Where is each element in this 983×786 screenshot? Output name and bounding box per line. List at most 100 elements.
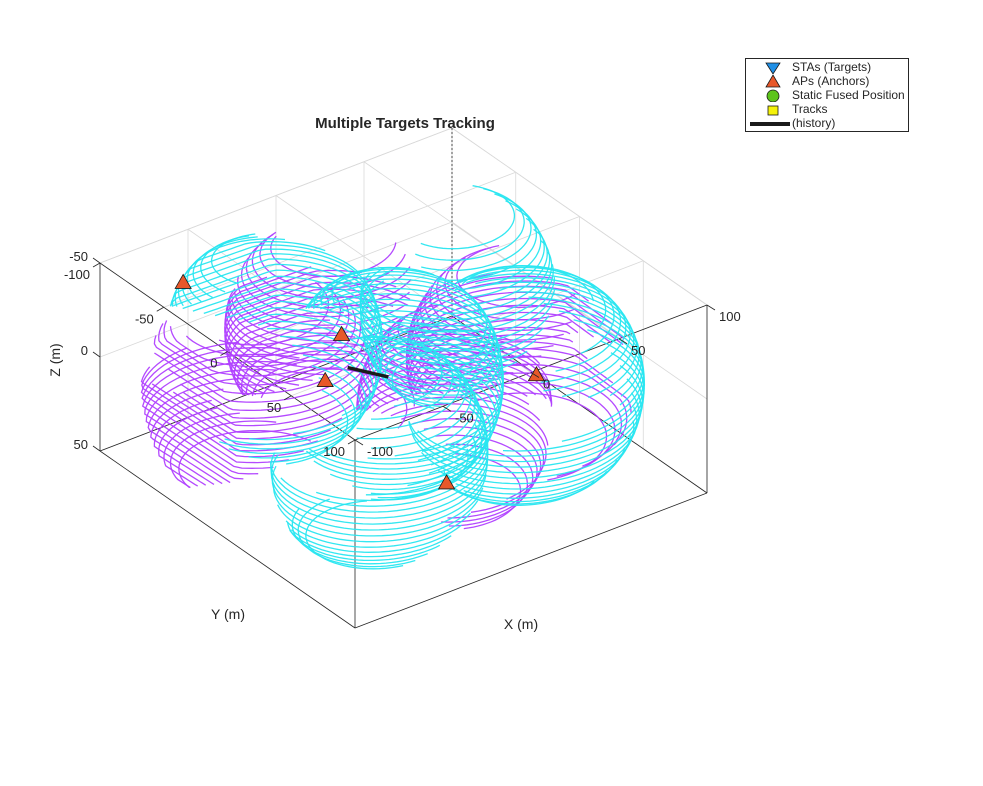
x-axis-label: X (m) — [504, 616, 538, 632]
track-line — [436, 200, 538, 281]
track-line — [459, 269, 622, 372]
x-tick-label: 100 — [719, 309, 741, 324]
legend-label: Tracks — [792, 102, 828, 116]
x-tick — [354, 439, 364, 446]
track-line — [141, 346, 289, 464]
track-line — [141, 347, 318, 452]
y-tick-label: 0 — [210, 356, 217, 371]
x-tick-label: 0 — [543, 377, 550, 392]
track-line — [359, 270, 550, 352]
track-line — [329, 397, 492, 486]
track-line — [245, 349, 413, 396]
y-tick-label: 100 — [323, 444, 345, 459]
track-line — [272, 484, 484, 537]
track-line — [374, 322, 460, 401]
track-line — [357, 369, 536, 411]
z-tick — [92, 351, 101, 358]
track-series — [269, 335, 489, 570]
track-line — [214, 294, 380, 341]
track-line — [224, 288, 409, 390]
track-line — [474, 392, 608, 481]
track-line — [361, 277, 556, 333]
track-line — [408, 364, 644, 468]
track-line — [200, 235, 250, 293]
track-line — [320, 266, 435, 306]
track-line — [153, 335, 366, 395]
axes-edge — [354, 492, 708, 629]
grid-line — [451, 127, 708, 306]
x-tick-label: 50 — [631, 343, 645, 358]
axes-edge — [99, 450, 356, 629]
marker-layer — [174, 273, 546, 490]
y-tick — [347, 439, 356, 445]
track-line — [158, 407, 218, 486]
y-tick-label: -50 — [135, 311, 154, 326]
track-line — [558, 310, 645, 423]
y-tick-label: 50 — [267, 400, 281, 415]
track-line — [169, 298, 350, 368]
x-tick-label: -50 — [455, 410, 474, 425]
track-line — [248, 365, 362, 459]
track-line — [475, 277, 631, 392]
track-line — [316, 407, 488, 502]
y-tick — [92, 262, 101, 268]
track-line — [249, 327, 377, 441]
track-line — [285, 512, 471, 548]
track-line — [140, 366, 331, 446]
track-line — [408, 378, 642, 474]
legend-label: (history) — [792, 116, 836, 130]
track-line — [171, 253, 377, 328]
track-line — [421, 193, 532, 272]
track-line — [413, 341, 588, 390]
track-line — [513, 291, 640, 397]
y-tick-label: -100 — [64, 267, 90, 282]
y-tick — [284, 395, 292, 401]
tick-layer: -100 -50 0 50 100 -100 -50 0 50 100 -50 0 50 — [64, 249, 741, 459]
track-line — [454, 208, 542, 291]
x-tick — [618, 338, 628, 345]
triangle-up-icon — [765, 74, 781, 88]
track-line — [150, 388, 224, 485]
legend-label: STAs (Targets) — [792, 60, 872, 74]
track-line — [289, 529, 452, 558]
x-tick — [530, 372, 540, 378]
track-line — [365, 395, 487, 496]
z-axis-label: Z (m) — [47, 343, 63, 376]
track-line — [442, 240, 551, 314]
track-line — [269, 433, 489, 513]
track-line — [455, 266, 615, 354]
track-line — [328, 298, 501, 386]
track-series — [305, 266, 505, 501]
y-axis-label: Y (m) — [211, 606, 245, 622]
track-line — [228, 299, 380, 349]
legend-item-tracks: Tracks — [746, 102, 908, 116]
track-series — [359, 185, 556, 409]
track-line — [374, 264, 554, 327]
track-line — [306, 373, 497, 475]
legend-label: APs (Anchors) — [792, 74, 870, 88]
legend-item-targets: STAs (Targets) — [746, 60, 908, 74]
track-line — [375, 324, 432, 384]
series-layer — [140, 185, 646, 570]
z-tick — [92, 257, 101, 264]
track-line — [486, 281, 635, 398]
legend: STAs (Targets) APs (Anchors) Static Fuse… — [745, 58, 909, 132]
track-line — [390, 403, 547, 476]
track-line — [270, 377, 356, 463]
track-line — [140, 341, 304, 458]
track-line — [240, 342, 388, 396]
track-line — [358, 338, 550, 409]
history-line — [347, 365, 389, 379]
triangle-down-icon — [765, 62, 781, 74]
track-line — [407, 384, 486, 487]
track-line — [145, 368, 277, 480]
track-line — [360, 376, 528, 411]
track-line — [305, 500, 404, 570]
track-line — [182, 391, 360, 427]
legend-item-history: (history) — [746, 116, 908, 130]
track-line — [290, 524, 462, 553]
z-tick-label: -50 — [69, 249, 88, 264]
x-tick — [442, 405, 452, 412]
track-line — [182, 275, 383, 340]
